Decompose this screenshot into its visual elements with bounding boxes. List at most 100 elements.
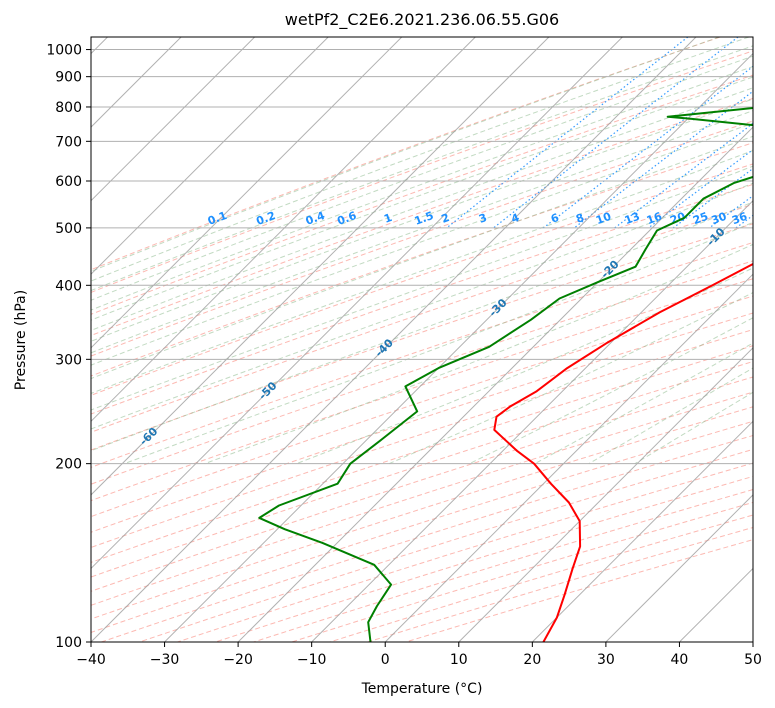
- dry-adiabat: [291, 501, 753, 642]
- x-tick-label: 40: [671, 652, 689, 668]
- isotherm-line: [91, 37, 329, 275]
- mixing-ratio-label: 0.1: [206, 209, 229, 228]
- profile-line: [493, 262, 753, 642]
- y-tick-label: 900: [55, 70, 82, 86]
- x-tick-label: 30: [597, 652, 615, 668]
- isotherm-line: [91, 37, 550, 496]
- dry-adiabat: [91, 50, 753, 293]
- moist-adiabat: [124, 221, 753, 465]
- profile-line: [258, 107, 753, 642]
- isotherm-line: [384, 273, 753, 642]
- moist-adiabat: [91, 165, 753, 411]
- mixing-ratio-label: 16: [645, 210, 664, 228]
- isotherm-line: [605, 494, 753, 642]
- mixing-ratio-label: 1: [382, 211, 394, 226]
- moist-adiabat: [91, 98, 753, 342]
- moist-adiabat: [91, 76, 753, 321]
- isotherm-line: [91, 37, 256, 202]
- x-tick-label: −30: [150, 652, 180, 668]
- dry-adiabat: [91, 295, 753, 518]
- moist-adiabat: [91, 87, 753, 331]
- moist-adiabat: [388, 291, 753, 465]
- dry-adiabat: [367, 526, 753, 642]
- isotherm-line: [531, 420, 753, 642]
- y-tick-label: 600: [55, 174, 82, 190]
- plot-frame: [90, 36, 754, 643]
- isotherm-line: [91, 37, 403, 349]
- dry-adiabat: [329, 514, 753, 642]
- mixing-ratio-label: 36: [730, 210, 749, 228]
- moist-adiabat: [204, 243, 753, 465]
- dry-adiabat: [91, 376, 753, 592]
- mixing-ratio-line: [493, 37, 739, 229]
- dry-adiabat: [91, 278, 753, 502]
- moist-adiabat: [91, 45, 753, 292]
- y-tick-label: 1000: [46, 43, 82, 59]
- isotherm-label: -10: [704, 225, 727, 248]
- y-tick-label: 500: [55, 221, 82, 237]
- mixing-ratio-label: 1.5: [413, 209, 436, 228]
- y-axis-label: Pressure (hPa): [13, 290, 29, 390]
- dry-adiabat: [91, 37, 721, 271]
- mixing-ratio-label: 3: [477, 211, 489, 226]
- moist-adiabat: [296, 267, 753, 465]
- moist-adiabat: [91, 37, 720, 272]
- mixing-ratio-label: 13: [623, 210, 642, 227]
- x-axis-label: Temperature (°C): [361, 681, 483, 697]
- mixing-ratio-line: [446, 37, 689, 229]
- moist-adiabat: [91, 201, 753, 452]
- mixing-ratio-line: [573, 90, 753, 229]
- dry-adiabat: [91, 260, 753, 485]
- y-tick-label: 100: [55, 635, 82, 651]
- y-tick-label: 700: [55, 134, 82, 150]
- dry-adiabat: [91, 142, 753, 377]
- isotherm-label: -70: [19, 469, 42, 492]
- moist-adiabat: [91, 135, 753, 380]
- mixing-ratio-label: 10: [594, 210, 613, 228]
- isotherm-line: [458, 347, 753, 642]
- x-tick-label: 0: [381, 652, 390, 668]
- mixing-ratio-label: 0.4: [304, 209, 327, 228]
- y-tick-label: 800: [55, 100, 82, 116]
- moist-adiabat: [91, 150, 753, 394]
- dry-adiabat: [91, 163, 753, 396]
- isotherm-line: [91, 37, 476, 423]
- x-tick-label: −40: [76, 652, 106, 668]
- moist-adiabat: [91, 122, 753, 366]
- isotherm-label: -30: [486, 296, 509, 319]
- dry-adiabat: [91, 329, 753, 549]
- dry-adiabat: [91, 391, 753, 606]
- moist-adiabat: [91, 55, 753, 301]
- dry-adiabat: [91, 360, 753, 578]
- axis-ticks: −40 −30 −20 −10 0 10 20 30 40 5010020030040050060…: [46, 43, 762, 668]
- x-tick-label: 50: [744, 652, 762, 668]
- x-tick-label: −10: [297, 652, 327, 668]
- isotherm-line: [752, 641, 753, 642]
- moist-adiabat: [91, 65, 753, 311]
- mixing-ratio-label: 4: [509, 211, 521, 226]
- isotherm-line: [91, 37, 697, 642]
- x-tick-label: 10: [450, 652, 468, 668]
- moist-adiabat: [91, 182, 753, 430]
- isotherm-line: [91, 37, 623, 570]
- moist-adiabat: [469, 317, 753, 465]
- dry-adiabat: [91, 241, 753, 468]
- y-tick-label: 200: [55, 457, 82, 473]
- dry-adiabat: [91, 223, 753, 451]
- isotherm-line: [164, 52, 753, 642]
- dry-adiabat: [91, 203, 753, 433]
- x-tick-label: −20: [223, 652, 253, 668]
- mixing-ratio-line: [543, 65, 753, 229]
- dry-adiabat: [91, 345, 753, 563]
- mixing-ratio-line: [672, 167, 753, 229]
- y-tick-label: 300: [55, 352, 82, 368]
- dry-adiabat: [215, 475, 753, 642]
- dry-adiabat: [91, 312, 753, 533]
- mixing-ratio-label: 0.6: [335, 209, 358, 228]
- mixing-ratio-line: [735, 214, 753, 229]
- mixing-ratio-line: [648, 148, 753, 229]
- profile-lines: [258, 107, 753, 642]
- isotherm-line: [237, 126, 753, 642]
- mixing-ratio-label: 0.2: [255, 209, 278, 228]
